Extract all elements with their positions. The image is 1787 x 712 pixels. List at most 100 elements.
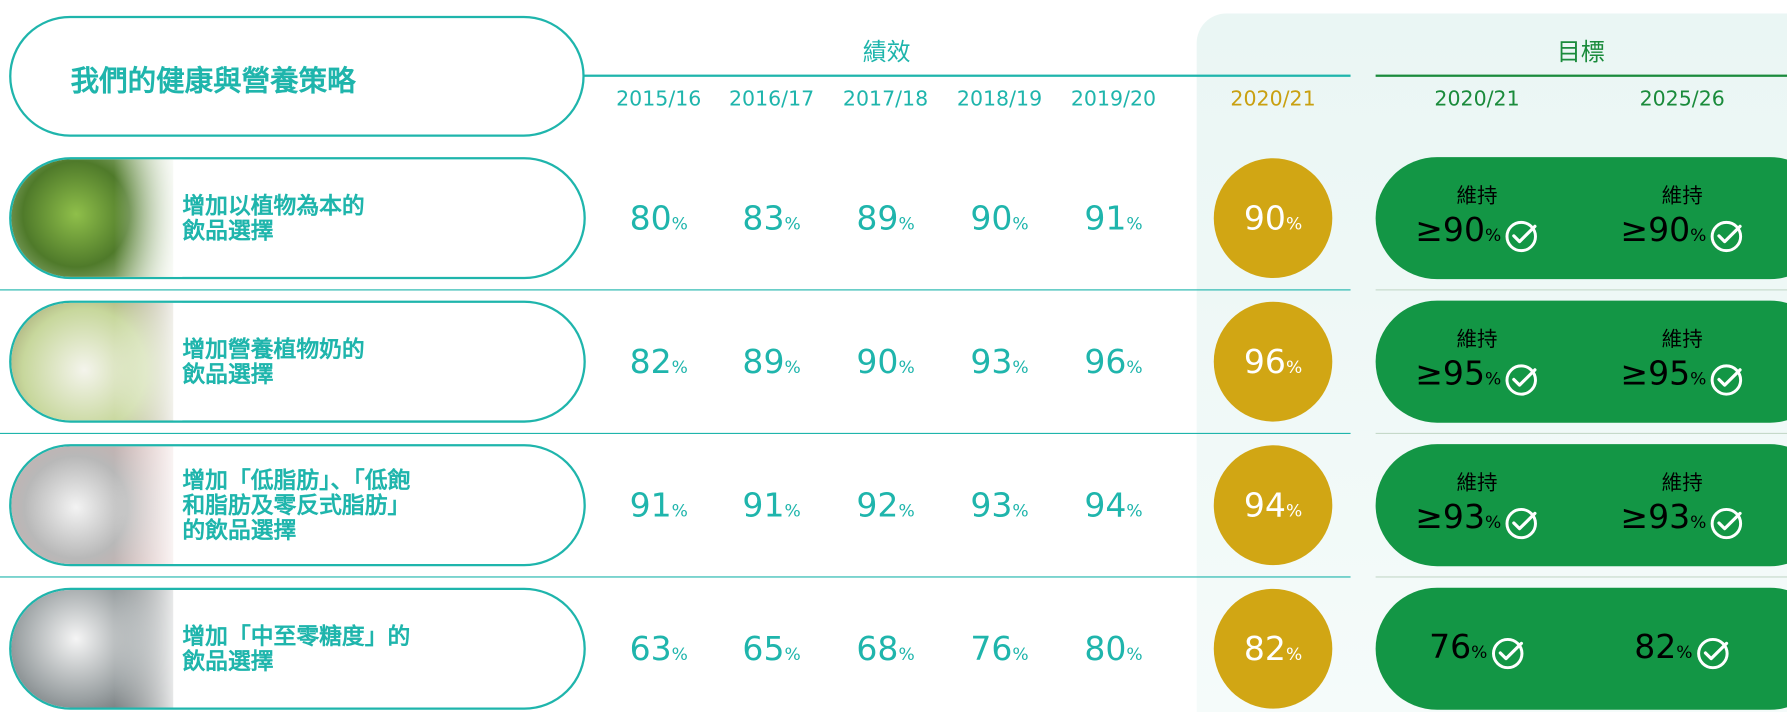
target: 維持≥95% xyxy=(1620,327,1744,397)
year-label: 2015/16 xyxy=(616,88,701,112)
value: 63 xyxy=(630,630,672,668)
performance-value: 68% xyxy=(856,630,914,668)
performance-value: 80% xyxy=(630,199,688,237)
unit: % xyxy=(1012,644,1028,664)
check-icon xyxy=(1505,363,1539,397)
page: 我們的健康與營養策略 績效 目標 2020/21 2015/16 2016/17 2… xyxy=(0,0,1787,712)
separator xyxy=(0,576,1351,577)
performance-value: 91% xyxy=(742,486,800,524)
value: 76 xyxy=(970,630,1012,668)
performance-value: 89% xyxy=(856,199,914,237)
unit: % xyxy=(784,357,800,377)
performance-value: 93% xyxy=(970,342,1028,380)
performance-value: 90% xyxy=(970,199,1028,237)
unit: % xyxy=(898,357,914,377)
label-line: 的飲品選擇 xyxy=(182,518,410,543)
check-icon xyxy=(1505,219,1539,253)
target-value: ≥93% xyxy=(1415,498,1539,540)
row-image-fade xyxy=(114,303,182,423)
target: 82% xyxy=(1634,628,1730,670)
row-label: 增加「低脂肪」、「低飽和脂肪及零反式脂肪」的飲品選擇 xyxy=(182,468,410,543)
performance-label: 績效 xyxy=(863,34,911,68)
separator xyxy=(0,289,1351,290)
value: 82 xyxy=(630,342,672,380)
value: 90 xyxy=(856,342,898,380)
unit: % xyxy=(1012,501,1028,521)
label-line: 飲品選擇 xyxy=(182,649,410,674)
performance-value: 91% xyxy=(630,486,688,524)
target-prefix: 維持 xyxy=(1415,327,1539,354)
row-image-fade xyxy=(114,446,182,566)
target-value: ≥90% xyxy=(1620,210,1744,252)
year-label: 2018/19 xyxy=(957,88,1042,112)
target-value: ≥90% xyxy=(1415,210,1539,252)
performance-value: 93% xyxy=(970,486,1028,524)
row-label: 增加「中至零糖度」的飲品選擇 xyxy=(182,624,410,674)
rule xyxy=(584,75,1351,77)
separator xyxy=(1376,289,1787,290)
value: ≥95 xyxy=(1620,354,1690,392)
value: 65 xyxy=(742,630,784,668)
separator xyxy=(1376,576,1787,577)
performance-value: 96% xyxy=(1084,342,1142,380)
unit: % xyxy=(1690,225,1706,245)
unit: % xyxy=(1012,214,1028,234)
value: 94 xyxy=(1244,486,1286,524)
unit: % xyxy=(898,501,914,521)
row-label: 增加營養植物奶的飲品選擇 xyxy=(182,337,364,387)
unit: % xyxy=(784,214,800,234)
value: 80 xyxy=(630,199,672,237)
value: 91 xyxy=(1084,199,1126,237)
unit: % xyxy=(1286,357,1302,377)
target: 維持≥93% xyxy=(1620,470,1744,540)
value: 93 xyxy=(970,486,1012,524)
performance-value: 89% xyxy=(742,342,800,380)
unit: % xyxy=(1485,225,1501,245)
target-prefix: 維持 xyxy=(1415,183,1539,210)
performance-value: 82% xyxy=(630,342,688,380)
unit: % xyxy=(1690,512,1706,532)
performance-value: 76% xyxy=(970,630,1028,668)
unit: % xyxy=(1286,214,1302,234)
unit: % xyxy=(672,644,688,664)
performance-value: 65% xyxy=(742,630,800,668)
unit: % xyxy=(1126,644,1142,664)
value: 94 xyxy=(1084,486,1126,524)
unit: % xyxy=(1126,214,1142,234)
unit: % xyxy=(1012,357,1028,377)
unit: % xyxy=(1471,642,1487,662)
performance-value: 92% xyxy=(856,486,914,524)
separator xyxy=(0,433,1351,434)
infographic: 我們的健康與營養策略 績效 目標 2020/21 2015/16 2016/17 2… xyxy=(0,0,1787,712)
check-icon xyxy=(1505,506,1539,540)
target-label: 目標 xyxy=(1557,34,1605,68)
unit: % xyxy=(1286,501,1302,521)
value: ≥93 xyxy=(1620,498,1690,536)
unit: % xyxy=(784,501,800,521)
year-label: 2016/17 xyxy=(729,88,814,112)
rule xyxy=(1376,75,1787,77)
target-year: 2020/21 xyxy=(1434,88,1519,112)
label-line: 飲品選擇 xyxy=(182,362,364,387)
unit: % xyxy=(1485,369,1501,389)
label-line: 增加「中至零糖度」的 xyxy=(182,624,410,649)
value: ≥90 xyxy=(1620,210,1690,248)
value: 90 xyxy=(1244,199,1286,237)
separator xyxy=(1376,433,1787,434)
unit: % xyxy=(1126,501,1142,521)
current-circle: 94% xyxy=(1214,445,1333,565)
value: ≥93 xyxy=(1415,498,1485,536)
value: 83 xyxy=(742,199,784,237)
check-icon xyxy=(1710,363,1744,397)
check-icon xyxy=(1696,636,1730,670)
value: 92 xyxy=(856,486,898,524)
value: ≥95 xyxy=(1415,354,1485,392)
value: 82 xyxy=(1244,630,1286,668)
performance-value: 90% xyxy=(856,342,914,380)
target-value: ≥93% xyxy=(1620,498,1744,540)
unit: % xyxy=(1286,644,1302,664)
title: 我們的健康與營養策略 xyxy=(71,59,356,100)
label-line: 增加以植物為本的 xyxy=(182,193,364,218)
label-line: 增加「低脂肪」、「低飽 xyxy=(182,468,410,493)
value: 82 xyxy=(1634,628,1676,666)
